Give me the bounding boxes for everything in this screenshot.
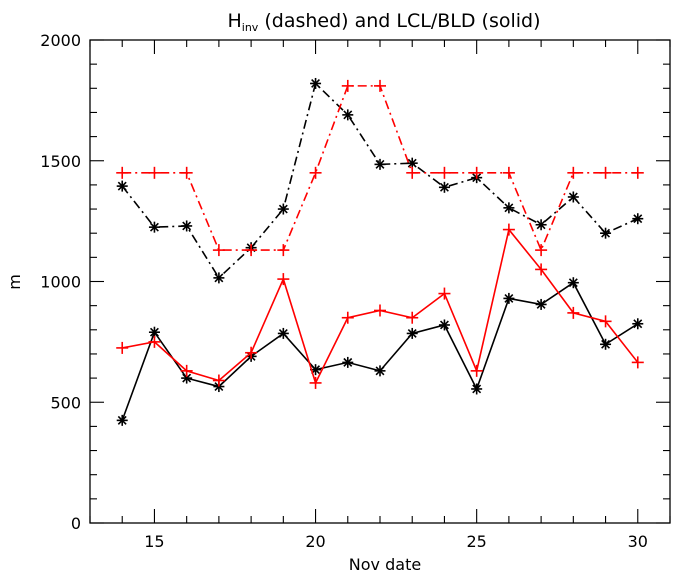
y-tick-label: 1000: [40, 273, 81, 292]
data-point: [406, 157, 418, 169]
data-point: [212, 244, 225, 257]
data-point: [438, 287, 451, 300]
x-tick-label: 20: [305, 532, 325, 551]
x-tick-label: 30: [628, 532, 648, 551]
data-point: [535, 263, 548, 276]
data-point: [374, 79, 386, 92]
y-tick-label: 2000: [40, 31, 81, 50]
data-point: [342, 356, 354, 368]
data-point: [277, 273, 290, 286]
y-axis-label: m: [5, 274, 24, 290]
data-point: [406, 311, 419, 324]
data-point: [600, 338, 612, 350]
data-point: [502, 166, 515, 179]
data-point: [309, 166, 322, 179]
data-point: [245, 244, 258, 257]
data-point: [406, 166, 419, 179]
data-point: [503, 202, 515, 214]
data-point: [600, 227, 612, 239]
x-axis-label: Nov date: [349, 555, 421, 574]
data-point: [342, 109, 354, 121]
data-point: [148, 221, 160, 233]
chart-title-suffix: (dashed) and LCL/BLD (solid): [258, 10, 540, 32]
data-point: [277, 327, 289, 339]
series-1: [116, 77, 644, 284]
data-point: [181, 372, 193, 384]
data-point: [374, 158, 386, 170]
data-point: [632, 318, 644, 330]
data-point: [181, 220, 193, 232]
data-point: [471, 383, 483, 395]
data-point: [503, 292, 515, 304]
data-point: [599, 315, 612, 328]
data-point: [310, 77, 322, 89]
data-point: [277, 203, 289, 215]
data-point: [341, 79, 354, 92]
data-point: [567, 191, 579, 203]
data-point: [148, 166, 161, 179]
data-point: [535, 244, 548, 257]
y-tick-label: 0: [71, 514, 81, 533]
data-point: [148, 335, 161, 348]
chart-title-subscript: inv: [242, 21, 259, 34]
data-point: [567, 277, 579, 289]
data-point: [438, 166, 451, 179]
data-point: [502, 223, 515, 236]
x-tick-label: 15: [144, 532, 164, 551]
axis-ticks: 0 500 1000 1500 2000 15 20 25 30: [40, 31, 671, 551]
series-line: [121, 281, 639, 421]
x-tick-label: 25: [466, 532, 486, 551]
series-3: [116, 277, 644, 426]
data-point: [535, 219, 547, 231]
data-point: [438, 319, 450, 331]
data-point: [567, 166, 580, 179]
data-point: [567, 306, 580, 319]
data-point: [245, 346, 258, 359]
data-point: [631, 356, 644, 369]
data-point: [631, 166, 644, 179]
y-tick-label: 500: [50, 393, 81, 412]
plot-frame: [89, 39, 671, 524]
data-point: [277, 244, 290, 257]
data-point: [180, 166, 193, 179]
data-point: [341, 311, 354, 324]
data-point: [116, 180, 128, 192]
data-point: [116, 414, 128, 426]
data-point: [470, 166, 483, 179]
series-2: [116, 79, 644, 257]
data-point: [374, 365, 386, 377]
data-point: [535, 298, 547, 310]
data-point: [309, 376, 322, 389]
data-point: [632, 213, 644, 225]
series-line: [121, 81, 639, 280]
data-point: [116, 166, 129, 179]
data-point: [406, 327, 418, 339]
data-point: [212, 374, 225, 387]
chart-title: Hinv (dashed) and LCL/BLD (solid): [227, 10, 540, 34]
chart-title-prefix: H: [227, 10, 241, 32]
data-point: [438, 181, 450, 193]
data-point: [374, 304, 386, 317]
data-point: [599, 166, 612, 179]
series-4: [116, 223, 644, 389]
data-point: [116, 341, 129, 354]
data-point: [180, 364, 193, 377]
data-point: [213, 272, 225, 284]
chart-series: [116, 77, 644, 426]
y-tick-label: 1500: [40, 152, 81, 171]
data-point: [470, 364, 483, 377]
